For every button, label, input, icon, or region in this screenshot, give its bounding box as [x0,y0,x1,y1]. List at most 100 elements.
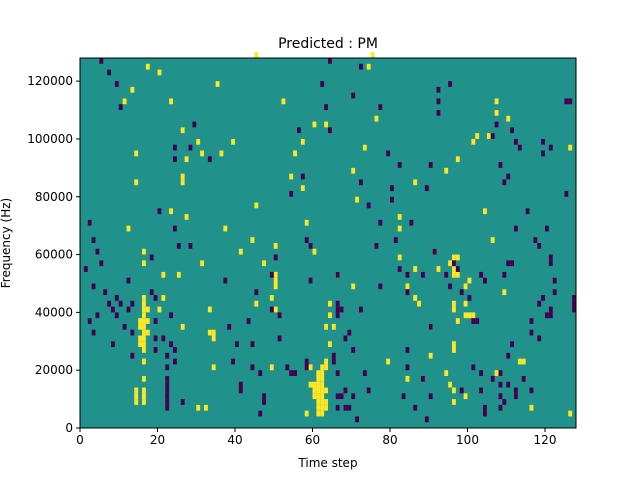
high-cell [273,271,278,278]
low-cell [545,312,549,319]
low-cell [564,190,569,197]
low-cell [428,162,433,168]
high-cell [413,266,418,272]
low-cell [498,404,503,411]
high-cell [483,208,487,215]
high-cell [568,144,573,151]
low-cell [95,248,100,255]
high-cell [142,323,146,330]
high-cell [300,138,305,145]
low-cell [502,271,507,278]
low-cell [269,271,274,278]
high-cell [486,133,491,139]
low-cell [359,306,363,313]
high-cell [448,381,453,388]
low-cell [165,387,170,394]
high-cell [324,358,329,365]
low-cell [223,277,228,284]
low-cell [432,248,437,255]
low-cell [173,225,177,232]
high-cell [351,283,356,290]
high-cell [568,410,573,417]
low-cell [572,306,577,313]
low-cell [448,283,453,290]
high-cell [444,370,449,376]
low-cell [165,375,170,382]
low-cell [359,63,363,70]
low-cell [479,387,484,394]
low-cell [405,271,410,278]
high-cell [362,144,367,151]
low-cell [510,260,515,267]
high-cell [471,312,476,319]
low-cell [448,81,453,87]
low-cell [87,318,92,324]
high-cell [428,352,433,359]
low-cell [548,306,553,313]
low-cell [149,254,154,261]
y-tick-label: 100000 [27,132,73,146]
high-cell [138,318,143,324]
low-cell [343,404,348,411]
high-cell [273,277,278,284]
low-cell [157,208,162,215]
low-cell [122,323,127,330]
low-cell [173,358,177,365]
low-cell [355,416,360,423]
low-cell [428,393,433,400]
low-cell [118,300,123,307]
high-cell [452,300,456,307]
high-cell [157,69,162,76]
low-cell [231,358,236,365]
low-cell [564,98,569,105]
high-cell [517,358,522,365]
high-cell [304,410,309,417]
plot-frame [79,57,577,429]
low-cell [502,179,507,186]
high-cell [254,202,259,209]
high-cell [328,300,332,307]
low-cell [397,162,402,168]
low-cell [405,347,410,353]
low-cell [238,381,243,388]
low-cell [351,393,356,400]
high-cell [145,318,150,324]
low-cell [475,318,480,324]
low-cell [304,364,309,371]
high-cell [452,306,456,313]
high-cell [180,173,185,180]
low-cell [335,312,340,319]
high-cell [320,375,325,382]
low-cell [533,237,538,243]
high-cell [138,341,143,348]
low-cell [91,237,96,243]
high-cell [207,329,212,336]
high-cell [157,306,162,313]
high-cell [215,81,220,87]
low-cell [176,243,181,249]
low-cell [289,190,294,197]
high-cell [169,208,174,215]
low-cell [304,358,309,365]
high-cell [262,260,267,267]
low-cell [339,306,344,313]
low-cell [149,289,154,296]
low-cell [490,375,495,382]
low-cell [207,156,212,163]
high-cell [494,110,499,116]
high-cell [448,260,453,267]
low-cell [498,162,503,168]
high-cell [452,387,456,394]
low-cell [517,144,522,151]
low-cell [343,387,348,394]
low-cell [421,271,425,278]
low-cell [95,312,100,319]
low-cell [169,312,174,319]
high-cell [254,300,259,307]
x-axis: 0 20 40 60 80 100 120 [76,428,556,447]
low-cell [568,98,573,105]
high-cell [142,393,146,400]
low-cell [165,352,170,359]
low-cell [347,329,352,336]
high-cell [463,300,468,307]
